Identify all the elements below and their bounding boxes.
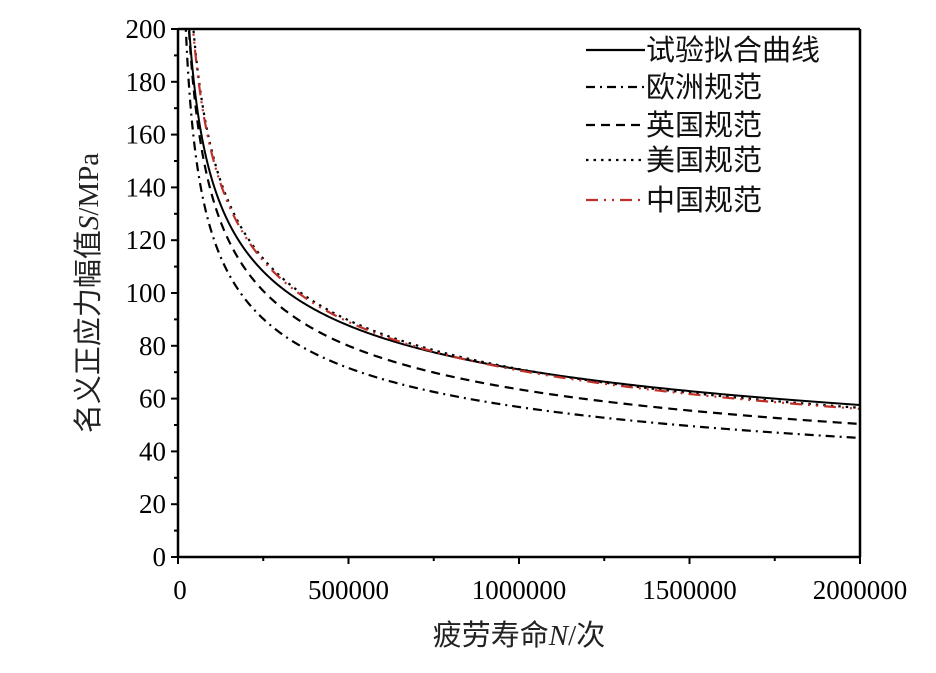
x-tick-label: 500000 <box>308 575 389 605</box>
legend-label: 中国规范 <box>646 184 762 217</box>
x-axis-title-cn: 疲劳寿命 <box>433 619 549 652</box>
x-tick-label: 0 <box>173 575 187 605</box>
y-tick-label: 160 <box>126 120 167 150</box>
legend-label: 试验拟合曲线 <box>646 34 820 67</box>
y-tick-label: 120 <box>126 225 167 255</box>
y-tick-label: 0 <box>153 542 167 572</box>
y-axis-title: 名义正应力幅值S/MPa <box>72 153 105 433</box>
legend-label: 欧洲规范 <box>646 71 762 104</box>
legend-item: 欧洲规范 <box>586 71 762 104</box>
x-tick-label: 2000000 <box>813 575 908 605</box>
legend-item: 试验拟合曲线 <box>586 34 820 67</box>
legend-item: 中国规范 <box>586 184 762 217</box>
y-tick-label: 180 <box>126 67 167 97</box>
legend-label: 英国规范 <box>646 109 762 142</box>
y-tick-label: 80 <box>139 331 166 361</box>
legend-item: 英国规范 <box>586 109 762 142</box>
y-tick-label: 100 <box>126 278 167 308</box>
series-line-1 <box>188 29 860 406</box>
y-tick-label: 60 <box>139 384 166 414</box>
curves-layer <box>184 29 860 440</box>
x-tick-label: 1500000 <box>642 575 737 605</box>
legend-item: 美国规范 <box>586 144 762 177</box>
legend-label: 美国规范 <box>646 144 762 177</box>
series-line-2 <box>184 29 860 440</box>
y-axis-title-unit: /MPa <box>73 153 105 216</box>
series-line-3 <box>187 29 860 426</box>
y-axis-title-cn: 名义正应力幅值 <box>72 230 105 433</box>
y-axis-title-var: S <box>73 215 105 230</box>
y-tick-label: 200 <box>126 14 167 44</box>
y-tick-label: 40 <box>139 436 166 466</box>
axes-layer <box>176 27 862 559</box>
x-tick-label: 1000000 <box>472 575 567 605</box>
ticks-layer: 0 20 40 60 80 100 120 140 160 180 200 0 500000 100000… <box>126 14 908 605</box>
y-tick-label: 20 <box>139 489 166 519</box>
x-axis-title-unit: /次 <box>568 619 605 652</box>
x-axis-title-var: N <box>548 620 570 652</box>
x-axis-title: 疲劳寿命N/次 <box>433 619 605 652</box>
y-tick-label: 140 <box>126 172 167 202</box>
series-line-5 <box>191 29 860 410</box>
